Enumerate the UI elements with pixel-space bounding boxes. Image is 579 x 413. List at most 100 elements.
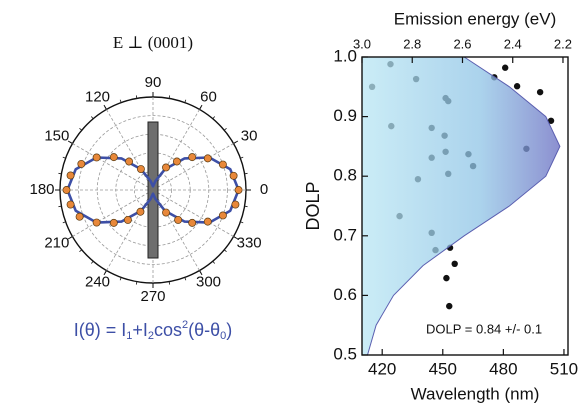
top-tick-label: 2.4 <box>504 36 522 51</box>
x-tick-label: 480 <box>489 359 517 378</box>
minor-angle-tick <box>199 106 202 110</box>
formula-part: ) <box>226 320 232 340</box>
data-point <box>92 153 101 162</box>
data-point <box>451 260 458 268</box>
data-point <box>109 218 118 227</box>
angle-grid-line <box>106 189 154 271</box>
scatter-plot: 0.5 0.6 0.7 0.8 0.9 1.0 420 450 480 510 3.0 2.8 2.6 2… <box>303 9 578 403</box>
x-axis-label: Wavelength (nm) <box>411 384 540 403</box>
minor-angle-tick <box>199 270 202 274</box>
top-tick-label: 2.6 <box>453 36 471 51</box>
minor-angle-tick <box>244 172 248 175</box>
x-tick-label: 510 <box>550 359 578 378</box>
y-tick-label: 1.0 <box>333 46 357 65</box>
formula-sub: 0 <box>220 330 226 342</box>
minor-angle-tick <box>69 236 73 239</box>
data-point <box>188 218 197 227</box>
angle-grid-line <box>72 189 154 237</box>
nanowire-bar <box>147 121 159 259</box>
data-point <box>109 153 118 162</box>
minor-angle-tick <box>90 260 94 264</box>
angle-label: 120 <box>85 88 110 105</box>
x-tick-label: 420 <box>368 359 396 378</box>
data-point <box>75 212 84 221</box>
y-tick-label: 0.8 <box>333 166 357 185</box>
angle-grid-line <box>106 109 154 191</box>
data-point <box>513 83 521 90</box>
annotation: DOLP = 0.84 +/- 0.1 <box>426 321 542 336</box>
top-tick-label: 3.0 <box>353 36 371 51</box>
minor-angle-tick <box>69 141 73 144</box>
angle-label: 30 <box>241 127 258 144</box>
angle-label: 60 <box>200 88 217 105</box>
angle-label: 240 <box>85 274 110 291</box>
angle-grid-line <box>152 189 234 237</box>
angle-grid-line <box>152 189 200 271</box>
data-point <box>547 117 555 124</box>
y-tick-label: 0.7 <box>333 225 357 244</box>
minor-angle-tick <box>233 236 237 239</box>
angle-grid-line <box>152 109 200 191</box>
formula-part: (θ-θ <box>188 320 220 340</box>
data-point <box>229 171 238 180</box>
formula-part: +I <box>132 320 148 340</box>
data-point <box>501 64 509 71</box>
polar-plot: 0 30 60 90 120 150 180 210 240 270 300 330 <box>29 74 268 305</box>
y-tick-label: 0.9 <box>333 106 357 125</box>
data-point <box>234 186 243 194</box>
angle-label: 330 <box>237 234 262 251</box>
angle-label: 180 <box>29 181 54 198</box>
minor-angle-tick <box>223 127 227 131</box>
minor-angle-tick <box>212 260 216 264</box>
minor-angle-tick <box>240 221 244 224</box>
angle-grid-line <box>72 143 154 191</box>
minor-angle-tick <box>168 281 171 285</box>
angle-label: 210 <box>44 234 69 251</box>
minor-angle-tick <box>104 270 107 274</box>
data-point <box>188 153 197 162</box>
data-point <box>218 160 227 169</box>
minor-angle-tick <box>79 127 83 131</box>
angle-label: 300 <box>196 274 221 291</box>
data-point <box>92 218 101 227</box>
distribution-area <box>362 57 560 355</box>
data-point <box>174 215 183 224</box>
data-point <box>125 157 134 166</box>
data-point <box>66 200 75 209</box>
polar-title: E ⊥ (0001) <box>113 33 193 52</box>
angle-label: 270 <box>140 288 165 305</box>
plot-frame <box>361 56 569 356</box>
data-point <box>66 171 75 180</box>
minor-angle-tick <box>62 156 66 159</box>
minor-angle-tick <box>240 156 244 159</box>
data-point <box>77 159 86 168</box>
formula: I(θ) = I1+I2cos2(θ-θ0) <box>74 319 233 342</box>
minor-angle-tick <box>58 205 62 208</box>
formula-part: I(θ) = I <box>74 320 127 340</box>
minor-angle-tick <box>184 99 187 103</box>
minor-angle-tick <box>58 172 62 175</box>
data-point <box>536 88 544 96</box>
angle-label: 0 <box>260 181 268 198</box>
minor-angle-tick <box>104 106 107 110</box>
formula-sup: 2 <box>182 319 188 331</box>
data-point <box>162 163 170 172</box>
data-point <box>231 200 240 209</box>
top-tick-label: 2.8 <box>403 36 421 51</box>
minor-angle-tick <box>212 116 216 120</box>
data-point <box>123 215 132 224</box>
minor-angle-tick <box>90 116 94 120</box>
data-point <box>172 157 181 166</box>
minor-angle-tick <box>168 95 171 99</box>
radial-grid-ring <box>78 115 228 265</box>
angle-label: 90 <box>145 74 162 91</box>
y-tick-label: 0.6 <box>333 285 357 304</box>
minor-angle-tick <box>244 205 248 208</box>
data-point <box>203 154 212 163</box>
distribution-edge <box>367 56 561 356</box>
data-point <box>443 274 450 282</box>
data-point <box>62 186 71 194</box>
data-point <box>162 208 170 217</box>
minor-angle-tick <box>223 249 227 253</box>
